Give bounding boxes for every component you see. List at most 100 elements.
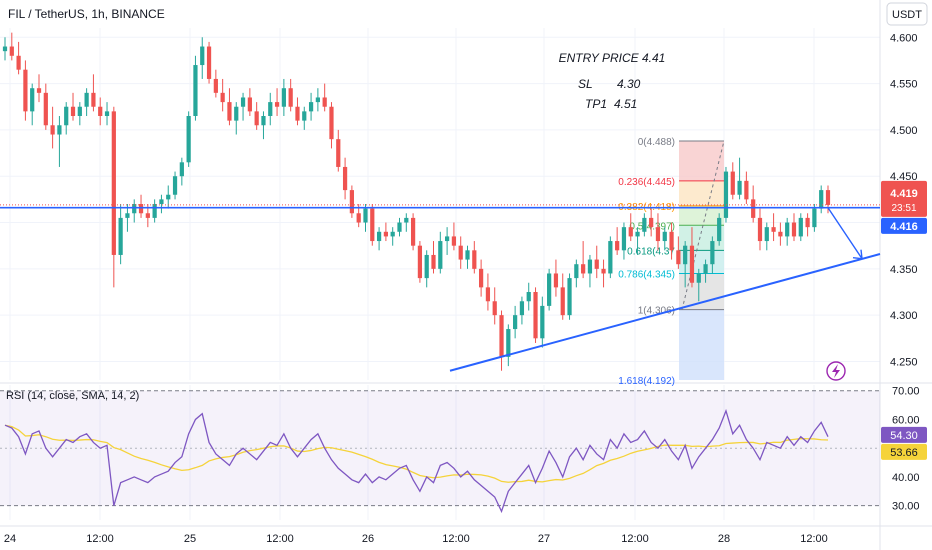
candle-body [295, 106, 300, 121]
price-tick-label: 4.550 [890, 79, 918, 91]
candle-body [322, 97, 327, 107]
line-price-value: 4.416 [890, 221, 918, 233]
time-tick-label: 28 [718, 533, 730, 545]
candle-body [417, 245, 423, 279]
currency-button[interactable]: USDT [886, 2, 928, 26]
last-price-badge [881, 180, 927, 217]
price-tick-label: 4.350 [890, 264, 918, 276]
candle-body [193, 65, 198, 116]
time-axis[interactable]: 24 12:00 25 12:00 26 12:00 27 12:00 28 12:00 [4, 533, 828, 545]
candle-body [819, 190, 824, 209]
time-tick-label: 12:00 [86, 533, 114, 545]
candle-body [526, 292, 531, 302]
candle-body [370, 208, 375, 242]
time-tick-label: 26 [362, 533, 374, 545]
rsi-ma-line [4, 424, 829, 483]
rsi-ma-badge [881, 443, 927, 460]
candle-body [785, 222, 790, 237]
candle-body [9, 46, 14, 56]
candle-body [560, 287, 565, 316]
candle-body [574, 264, 579, 279]
candle-body [254, 111, 259, 126]
price-tick-label: 4.600 [890, 32, 918, 44]
rsi-ma-value: 53.66 [890, 447, 918, 459]
candle-body [43, 92, 48, 126]
drawing-lines[interactable] [0, 204, 881, 372]
candle-body [581, 264, 586, 274]
rsi-line [4, 408, 829, 514]
candle-body [499, 315, 504, 357]
candle-body [342, 166, 348, 191]
candle-body [50, 125, 55, 135]
candle-body [594, 259, 599, 269]
candle-body [397, 222, 402, 232]
rsi-tick-label: 30.00 [892, 501, 920, 513]
candle-body [655, 227, 661, 242]
candle-body [57, 125, 62, 135]
time-tick-label: 12:00 [442, 533, 470, 545]
candle-body [757, 217, 763, 242]
candle-body [138, 204, 144, 214]
fib-level-label: 1(4.306) [638, 306, 675, 317]
tp-label: TP1 [585, 97, 607, 111]
candle-body [710, 241, 715, 265]
candle-body [506, 329, 511, 357]
fib-band [679, 141, 724, 181]
time-tick-label: 12:00 [800, 533, 828, 545]
candle-body [288, 88, 293, 107]
candle-body [145, 213, 150, 218]
candle-body [70, 106, 76, 116]
candle-body [676, 250, 681, 265]
candle-body [465, 250, 470, 260]
candle-body [621, 227, 627, 251]
rsi-tick-label: 70.00 [892, 386, 920, 398]
candle-body [240, 97, 246, 107]
candle-body [635, 231, 640, 237]
bar-countdown: 23:51 [891, 203, 916, 214]
last-price-value: 4.419 [890, 188, 918, 200]
candle-body [308, 102, 314, 112]
candle-body [383, 231, 389, 237]
lightning-icon[interactable] [826, 361, 846, 381]
candle-body [261, 116, 266, 126]
candle-body [315, 97, 320, 103]
symbol-title: FIL / TetherUS, 1h, BINANCE [8, 7, 165, 21]
rsi-tick-label: 60.00 [892, 414, 920, 426]
time-tick-label: 12:00 [621, 533, 649, 545]
ascending-trendline [449, 253, 881, 372]
candle-body [540, 305, 545, 339]
rsi-value-badge [881, 426, 927, 443]
candle-body [424, 254, 429, 279]
candle-body [703, 264, 708, 274]
candle-body [363, 208, 368, 223]
candle-body [492, 301, 497, 316]
currency-button-frame[interactable] [886, 2, 928, 26]
candle-body [764, 227, 769, 242]
candle-body [220, 92, 225, 103]
time-tick-label: 12:00 [266, 533, 294, 545]
candle-body [601, 268, 606, 274]
fib-level-label: 0.786(4.345) [618, 269, 675, 280]
candle-body [281, 88, 286, 107]
fib-band [679, 273, 724, 310]
currency-label: USDT [892, 9, 922, 21]
candle-body [798, 217, 803, 237]
candle-body [662, 231, 667, 242]
candle-body [485, 287, 491, 302]
candle-body [206, 46, 212, 79]
candle-body [805, 217, 810, 228]
candle-body [2, 46, 8, 52]
candle-body [234, 106, 239, 121]
candle-body [77, 106, 82, 116]
candle-body [812, 208, 817, 228]
candle-body [628, 227, 633, 237]
candle-body [152, 204, 157, 218]
candle-body [36, 88, 42, 93]
price-axis[interactable]: 4.6004.5504.5004.4504.4004.3504.3004.250… [881, 32, 927, 368]
candle-body [533, 292, 538, 339]
time-tick-label: 25 [184, 533, 196, 545]
candle-body [118, 217, 123, 255]
candle-body [608, 241, 613, 274]
fib-level-label: 1.618(4.192) [618, 376, 675, 387]
